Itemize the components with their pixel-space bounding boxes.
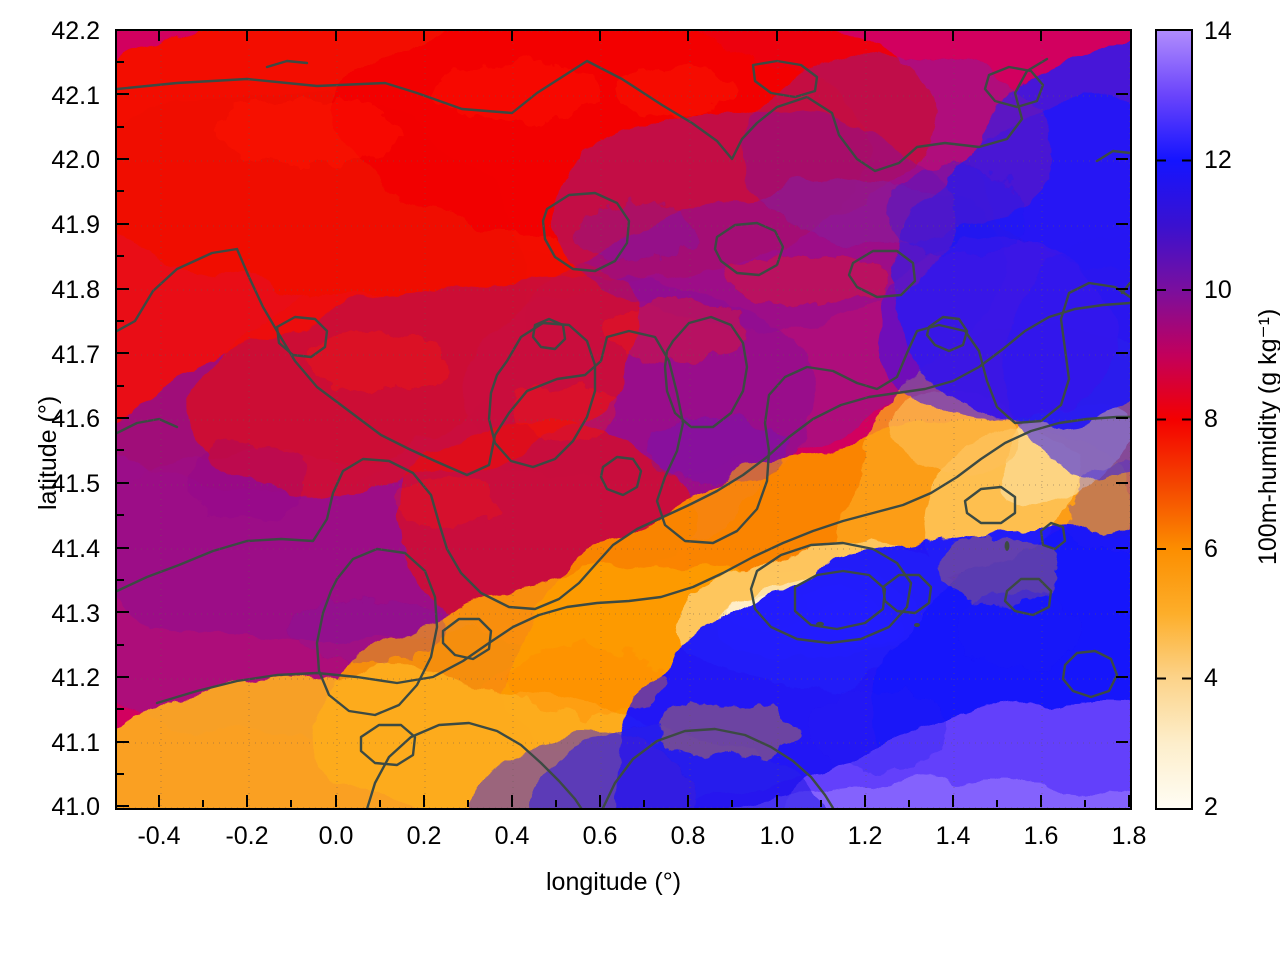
y-tick-label: 41.4 xyxy=(51,535,100,563)
y-tick-label: 42.2 xyxy=(51,17,100,45)
plot-area xyxy=(115,29,1132,810)
colorbar-tick-label: 12 xyxy=(1204,146,1232,174)
x-tick-label: 0.4 xyxy=(494,822,530,850)
colorbar-tick-label: 4 xyxy=(1204,664,1218,692)
x-tick-label: 1.4 xyxy=(935,822,971,850)
x-tick-label: 0.6 xyxy=(582,822,618,850)
y-axis-title: latitude (°) xyxy=(34,395,62,510)
y-tick-label: 41.1 xyxy=(51,729,100,757)
colorbar-ticks xyxy=(1157,159,1191,680)
y-tick-label: 41.6 xyxy=(51,405,100,433)
colorbar-tick-label: 2 xyxy=(1204,793,1218,821)
x-tick-label: 0.8 xyxy=(670,822,706,850)
y-tick-label: 41.5 xyxy=(51,470,100,498)
x-tick-label: -0.4 xyxy=(137,822,181,850)
plot-clip xyxy=(117,31,1130,808)
y-tick-label: 41.2 xyxy=(51,664,100,692)
x-tick-label: 1.8 xyxy=(1111,822,1147,850)
x-axis-title: longitude (°) xyxy=(546,868,682,896)
x-tick-label: 1.6 xyxy=(1023,822,1059,850)
y-tick-label: 42.1 xyxy=(51,82,100,110)
colorbar-tick-label: 8 xyxy=(1204,405,1218,433)
y-tick-label: 42.0 xyxy=(51,146,100,174)
y-tick-label: 41.7 xyxy=(51,341,100,369)
grid-lines xyxy=(117,31,1130,808)
humidity-field xyxy=(117,31,1130,808)
x-tick-label: -0.2 xyxy=(225,822,269,850)
y-tick-label: 41.9 xyxy=(51,211,100,239)
x-tick-label: 1.2 xyxy=(847,822,883,850)
y-tick-label: 41.8 xyxy=(51,276,100,304)
colorbar-gradient xyxy=(1157,31,1191,808)
colorbar xyxy=(1155,29,1193,810)
colorbar-tick-label: 10 xyxy=(1204,276,1232,304)
y-tick-label: 41.3 xyxy=(51,600,100,628)
colorbar-tick-label: 6 xyxy=(1204,535,1218,563)
x-tick-label: 0.0 xyxy=(318,822,354,850)
terrain-contours xyxy=(117,57,1130,808)
x-tick-label: 1.0 xyxy=(759,822,795,850)
colorbar-title: 100m-humidity (g kg⁻¹) xyxy=(1254,308,1280,565)
x-tick-label: 0.2 xyxy=(406,822,442,850)
colorbar-tick-label: 14 xyxy=(1204,17,1232,45)
field-texture xyxy=(187,61,1130,771)
y-tick-label: 41.0 xyxy=(51,793,100,821)
